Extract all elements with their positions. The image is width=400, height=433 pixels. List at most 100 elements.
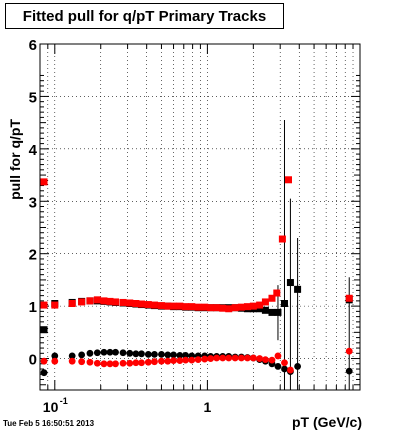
data-point-square bbox=[170, 302, 178, 310]
data-point-square bbox=[40, 301, 48, 309]
data-point-circle bbox=[274, 352, 282, 360]
data-point-circle bbox=[207, 355, 215, 362]
data-markers bbox=[40, 176, 353, 377]
data-point-square bbox=[345, 294, 353, 302]
data-point-circle bbox=[219, 354, 227, 362]
data-point-circle bbox=[158, 350, 165, 358]
data-point-circle bbox=[112, 360, 119, 368]
data-point-circle bbox=[294, 363, 301, 370]
data-point-circle bbox=[100, 348, 108, 356]
data-point-circle bbox=[68, 357, 76, 365]
data-point-circle bbox=[176, 352, 184, 359]
data-point-square bbox=[188, 303, 196, 311]
data-point-circle bbox=[182, 356, 190, 364]
chart-title: Fitted pull for q/pT Primary Tracks bbox=[5, 3, 284, 29]
x-axis-label: pT (GeV/c) bbox=[292, 414, 362, 430]
data-point-circle bbox=[40, 357, 48, 365]
data-point-circle bbox=[345, 367, 353, 375]
data-point-square bbox=[280, 300, 288, 307]
data-point-square bbox=[132, 300, 140, 307]
data-point-circle bbox=[268, 356, 276, 364]
data-point-square bbox=[201, 303, 209, 311]
data-point-square bbox=[261, 298, 269, 306]
data-point-circle bbox=[170, 357, 177, 365]
grid bbox=[39, 44, 361, 390]
data-point-circle bbox=[151, 358, 158, 366]
data-point-circle bbox=[345, 347, 353, 355]
error-bars bbox=[41, 120, 353, 390]
data-point-square bbox=[157, 302, 165, 310]
data-point-square bbox=[51, 301, 59, 309]
data-point-circle bbox=[158, 357, 165, 365]
data-point-circle bbox=[287, 366, 294, 374]
y-tick-label: 4 bbox=[29, 142, 38, 159]
y-tick-label: 0 bbox=[29, 352, 37, 369]
timestamp: Tue Feb 5 16:50:51 2013 bbox=[3, 419, 95, 428]
x-tick-label: 1 bbox=[203, 399, 211, 415]
data-point-circle bbox=[281, 359, 288, 367]
data-point-square bbox=[268, 308, 276, 316]
data-point-circle bbox=[132, 350, 140, 358]
data-point-circle bbox=[138, 350, 145, 358]
data-point-square bbox=[137, 300, 145, 308]
data-point-circle bbox=[132, 359, 140, 367]
data-point-square bbox=[231, 304, 239, 312]
tick-labels: 0 1 2 3 4 5 6 10 -1 1 bbox=[29, 37, 212, 415]
data-point-square bbox=[278, 235, 286, 243]
data-point-circle bbox=[144, 358, 152, 366]
data-point-square bbox=[40, 178, 48, 186]
data-point-circle bbox=[78, 358, 86, 366]
data-point-square bbox=[78, 298, 86, 306]
data-point-circle bbox=[106, 348, 114, 356]
data-point-circle bbox=[93, 359, 101, 367]
data-point-square bbox=[100, 297, 108, 305]
data-point-circle bbox=[182, 352, 190, 359]
data-point-circle bbox=[188, 356, 196, 364]
data-point-square bbox=[112, 298, 120, 306]
data-point-circle bbox=[262, 356, 269, 363]
data-point-circle bbox=[274, 363, 282, 370]
y-tick-label: 5 bbox=[29, 89, 37, 106]
data-point-square bbox=[256, 305, 264, 313]
data-point-square bbox=[286, 279, 294, 287]
data-point-circle bbox=[112, 348, 119, 356]
data-point-circle bbox=[86, 358, 94, 366]
data-point-circle bbox=[144, 350, 152, 358]
y-tick-label: 3 bbox=[29, 194, 37, 211]
data-point-square bbox=[294, 285, 302, 293]
data-point-square bbox=[119, 298, 127, 306]
axis-ticks bbox=[39, 44, 361, 391]
data-point-circle bbox=[244, 354, 251, 362]
data-point-circle bbox=[51, 352, 59, 360]
data-point-square bbox=[86, 297, 94, 305]
data-point-circle bbox=[40, 369, 48, 377]
data-point-square bbox=[150, 301, 158, 309]
data-point-circle bbox=[225, 354, 233, 362]
data-point-circle bbox=[51, 357, 59, 365]
data-point-circle bbox=[126, 349, 134, 357]
data-point-square bbox=[126, 299, 134, 307]
data-point-square bbox=[219, 304, 227, 312]
plot-frame bbox=[39, 43, 361, 391]
y-tick-label: 2 bbox=[29, 247, 37, 264]
data-point-square bbox=[256, 301, 264, 309]
data-point-circle bbox=[237, 354, 245, 362]
data-point-circle bbox=[231, 354, 239, 362]
data-point-circle bbox=[119, 349, 127, 357]
data-point-circle bbox=[119, 359, 127, 367]
data-point-square bbox=[213, 304, 221, 312]
data-point-square bbox=[68, 300, 76, 307]
data-point-circle bbox=[249, 354, 257, 362]
y-axis-label: pull for q/pT bbox=[7, 119, 23, 200]
data-point-circle bbox=[78, 351, 86, 359]
data-point-circle bbox=[256, 355, 264, 362]
data-point-square bbox=[182, 303, 190, 311]
y-tick-label: 1 bbox=[29, 299, 37, 316]
data-point-square bbox=[249, 302, 257, 310]
data-point-square bbox=[243, 303, 251, 311]
x-tick-label: 10 bbox=[43, 399, 59, 415]
data-point-circle bbox=[100, 360, 108, 368]
data-point-square bbox=[268, 294, 276, 302]
data-point-square bbox=[176, 302, 184, 310]
